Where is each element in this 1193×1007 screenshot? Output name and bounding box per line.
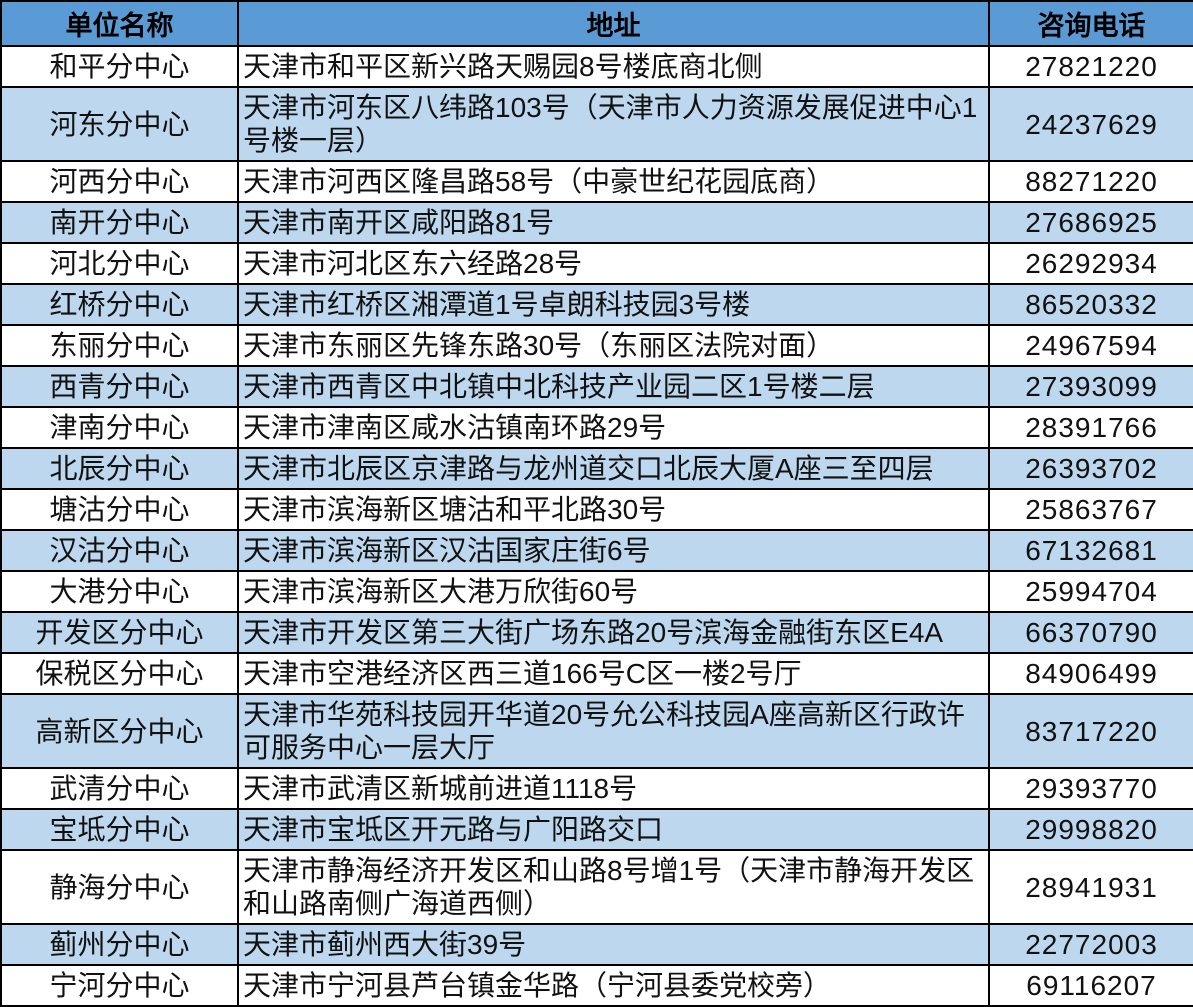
address-cell: 天津市河北区东六经路28号 bbox=[237, 242, 990, 285]
table-row: 塘沽分中心 天津市滨海新区塘沽和平北路30号 25863767 bbox=[0, 488, 1193, 531]
address-cell: 天津市南开区咸阳路81号 bbox=[237, 201, 990, 244]
address-cell: 天津市西青区中北镇中北科技产业园二区1号楼二层 bbox=[237, 365, 990, 408]
table-row: 宁河分中心 天津市宁河县芦台镇金华路（宁河县委党校旁） 69116207 bbox=[0, 964, 1193, 1007]
phone-cell: 28391766 bbox=[988, 406, 1193, 449]
address-cell: 天津市武清区新城前进道1118号 bbox=[237, 767, 990, 810]
unit-name-cell: 大港分中心 bbox=[0, 570, 239, 613]
address-cell: 天津市红桥区湘潭道1号卓朗科技园3号楼 bbox=[237, 283, 990, 326]
phone-cell: 86520332 bbox=[988, 283, 1193, 326]
table-row: 南开分中心 天津市南开区咸阳路81号 27686925 bbox=[0, 201, 1193, 244]
header-row: 单位名称 地址 咨询电话 bbox=[0, 0, 1193, 47]
unit-name-cell: 东丽分中心 bbox=[0, 324, 239, 367]
address-cell: 天津市北辰区京津路与龙州道交口北辰大厦A座三至四层 bbox=[237, 447, 990, 490]
table-row: 河西分中心 天津市河西区隆昌路58号（中豪世纪花园底商） 88271220 bbox=[0, 160, 1193, 203]
unit-name-cell: 保税区分中心 bbox=[0, 652, 239, 695]
address-cell: 天津市和平区新兴路天赐园8号楼底商北侧 bbox=[237, 45, 990, 88]
table-row: 河东分中心 天津市河东区八纬路103号（天津市人力资源发展促进中心1号楼一层） … bbox=[0, 86, 1193, 162]
table-row: 静海分中心 天津市静海经济开发区和山路8号增1号（天津市静海开发区和山路南侧广海… bbox=[0, 849, 1193, 925]
phone-cell: 26292934 bbox=[988, 242, 1193, 285]
phone-cell: 24237629 bbox=[988, 86, 1193, 162]
phone-cell: 25994704 bbox=[988, 570, 1193, 613]
unit-name-cell: 高新区分中心 bbox=[0, 693, 239, 769]
phone-cell: 66370790 bbox=[988, 611, 1193, 654]
table-row: 武清分中心 天津市武清区新城前进道1118号 29393770 bbox=[0, 767, 1193, 810]
table-row: 东丽分中心 天津市东丽区先锋东路30号（东丽区法院对面） 24967594 bbox=[0, 324, 1193, 367]
address-cell: 天津市东丽区先锋东路30号（东丽区法院对面） bbox=[237, 324, 990, 367]
unit-name-cell: 北辰分中心 bbox=[0, 447, 239, 490]
table-row: 西青分中心 天津市西青区中北镇中北科技产业园二区1号楼二层 27393099 bbox=[0, 365, 1193, 408]
unit-name-cell: 宁河分中心 bbox=[0, 964, 239, 1007]
unit-name-cell: 和平分中心 bbox=[0, 45, 239, 88]
phone-cell: 22772003 bbox=[988, 923, 1193, 966]
unit-name-cell: 南开分中心 bbox=[0, 201, 239, 244]
table-row: 宝坻分中心 天津市宝坻区开元路与广阳路交口 29998820 bbox=[0, 808, 1193, 851]
table-row: 保税区分中心 天津市空港经济区西三道166号C区一楼2号厅 84906499 bbox=[0, 652, 1193, 695]
table-row: 大港分中心 天津市滨海新区大港万欣街60号 25994704 bbox=[0, 570, 1193, 613]
unit-name-cell: 武清分中心 bbox=[0, 767, 239, 810]
address-cell: 天津市津南区咸水沽镇南环路29号 bbox=[237, 406, 990, 449]
address-cell: 天津市滨海新区塘沽和平北路30号 bbox=[237, 488, 990, 531]
table-row: 北辰分中心 天津市北辰区京津路与龙州道交口北辰大厦A座三至四层 26393702 bbox=[0, 447, 1193, 490]
unit-name-cell: 河西分中心 bbox=[0, 160, 239, 203]
phone-cell: 69116207 bbox=[988, 964, 1193, 1007]
table-row: 和平分中心 天津市和平区新兴路天赐园8号楼底商北侧 27821220 bbox=[0, 45, 1193, 88]
phone-cell: 25863767 bbox=[988, 488, 1193, 531]
address-cell: 天津市静海经济开发区和山路8号增1号（天津市静海开发区和山路南侧广海道西侧） bbox=[237, 849, 990, 925]
phone-cell: 67132681 bbox=[988, 529, 1193, 572]
header-phone: 咨询电话 bbox=[988, 0, 1193, 47]
header-address: 地址 bbox=[237, 0, 990, 47]
table-row: 汉沽分中心 天津市滨海新区汉沽国家庄街6号 67132681 bbox=[0, 529, 1193, 572]
unit-name-cell: 蓟州分中心 bbox=[0, 923, 239, 966]
unit-name-cell: 宝坻分中心 bbox=[0, 808, 239, 851]
unit-name-cell: 津南分中心 bbox=[0, 406, 239, 449]
unit-name-cell: 河北分中心 bbox=[0, 242, 239, 285]
phone-cell: 29998820 bbox=[988, 808, 1193, 851]
table-row: 蓟州分中心 天津市蓟州西大街39号 22772003 bbox=[0, 923, 1193, 966]
phone-cell: 27821220 bbox=[988, 45, 1193, 88]
phone-cell: 27393099 bbox=[988, 365, 1193, 408]
unit-name-cell: 汉沽分中心 bbox=[0, 529, 239, 572]
phone-cell: 27686925 bbox=[988, 201, 1193, 244]
table-row: 河北分中心 天津市河北区东六经路28号 26292934 bbox=[0, 242, 1193, 285]
address-cell: 天津市空港经济区西三道166号C区一楼2号厅 bbox=[237, 652, 990, 695]
phone-cell: 28941931 bbox=[988, 849, 1193, 925]
address-cell: 天津市华苑科技园开华道20号允公科技园A座高新区行政许可服务中心一层大厅 bbox=[237, 693, 990, 769]
address-cell: 天津市河东区八纬路103号（天津市人力资源发展促进中心1号楼一层） bbox=[237, 86, 990, 162]
address-cell: 天津市蓟州西大街39号 bbox=[237, 923, 990, 966]
unit-name-cell: 开发区分中心 bbox=[0, 611, 239, 654]
table-row: 红桥分中心 天津市红桥区湘潭道1号卓朗科技园3号楼 86520332 bbox=[0, 283, 1193, 326]
address-cell: 天津市滨海新区大港万欣街60号 bbox=[237, 570, 990, 613]
address-cell: 天津市宝坻区开元路与广阳路交口 bbox=[237, 808, 990, 851]
phone-cell: 24967594 bbox=[988, 324, 1193, 367]
phone-cell: 83717220 bbox=[988, 693, 1193, 769]
header-unit-name: 单位名称 bbox=[0, 0, 239, 47]
unit-name-cell: 静海分中心 bbox=[0, 849, 239, 925]
table-row: 开发区分中心 天津市开发区第三大街广场东路20号滨海金融街东区E4A 66370… bbox=[0, 611, 1193, 654]
table-row: 津南分中心 天津市津南区咸水沽镇南环路29号 28391766 bbox=[0, 406, 1193, 449]
address-cell: 天津市河西区隆昌路58号（中豪世纪花园底商） bbox=[237, 160, 990, 203]
phone-cell: 29393770 bbox=[988, 767, 1193, 810]
unit-name-cell: 河东分中心 bbox=[0, 86, 239, 162]
phone-cell: 84906499 bbox=[988, 652, 1193, 695]
unit-name-cell: 红桥分中心 bbox=[0, 283, 239, 326]
address-cell: 天津市滨海新区汉沽国家庄街6号 bbox=[237, 529, 990, 572]
address-cell: 天津市开发区第三大街广场东路20号滨海金融街东区E4A bbox=[237, 611, 990, 654]
phone-cell: 88271220 bbox=[988, 160, 1193, 203]
address-cell: 天津市宁河县芦台镇金华路（宁河县委党校旁） bbox=[237, 964, 990, 1007]
table-body: 和平分中心 天津市和平区新兴路天赐园8号楼底商北侧 27821220 河东分中心… bbox=[0, 45, 1193, 1007]
unit-name-cell: 塘沽分中心 bbox=[0, 488, 239, 531]
phone-cell: 26393702 bbox=[988, 447, 1193, 490]
table-row: 高新区分中心 天津市华苑科技园开华道20号允公科技园A座高新区行政许可服务中心一… bbox=[0, 693, 1193, 769]
unit-name-cell: 西青分中心 bbox=[0, 365, 239, 408]
